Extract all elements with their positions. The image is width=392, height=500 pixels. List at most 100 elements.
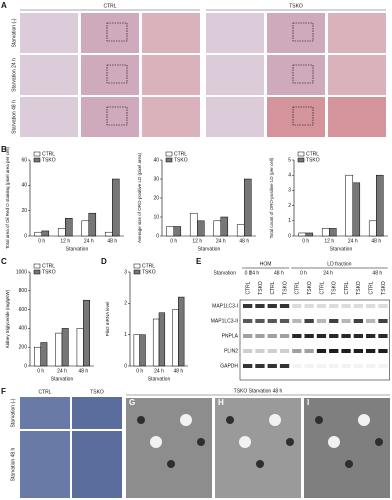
legend-label: CTRL	[306, 151, 319, 157]
blot-band	[304, 349, 314, 353]
blot-band	[255, 334, 265, 338]
bar	[112, 178, 120, 237]
y-tick-label: 5	[288, 157, 291, 163]
bar	[345, 174, 354, 237]
bar	[104, 231, 113, 237]
blot-band	[292, 304, 302, 308]
y-tick-label: 0	[288, 233, 291, 239]
blot-band	[279, 334, 290, 338]
blot-band	[279, 319, 290, 323]
blot-band	[341, 349, 351, 353]
panel-label: B	[1, 145, 7, 154]
blot-band	[329, 349, 339, 353]
x-axis-label: Starvation	[330, 246, 353, 252]
em-droplet	[358, 414, 370, 426]
bar	[376, 174, 384, 237]
x-tick-label: 24 h	[348, 238, 358, 244]
blot-band	[267, 334, 277, 338]
y-tick-label: 1000	[16, 269, 27, 275]
blot-band	[316, 319, 327, 323]
legend-label: CTRL	[42, 263, 55, 269]
lane-label: TSKO	[381, 281, 387, 295]
bar	[152, 318, 160, 367]
group-header: TSKO	[289, 3, 303, 9]
x-tick-label: 12 h	[324, 238, 334, 244]
legend-swatch	[33, 157, 41, 163]
blot-band	[329, 334, 339, 338]
blot-band	[304, 319, 314, 323]
legend-label: TSKO	[42, 269, 56, 275]
blot-band	[279, 364, 290, 368]
lane-label: TSKO	[282, 281, 288, 295]
em-droplet	[150, 436, 162, 448]
em-droplet	[226, 416, 234, 424]
bar	[57, 228, 66, 237]
em-image	[215, 398, 301, 498]
micrograph	[20, 431, 70, 498]
blot-band	[353, 304, 363, 308]
bar	[305, 232, 314, 237]
protein-label: MAP1LC3-II	[211, 318, 238, 324]
blot-band	[378, 349, 388, 353]
legend-swatch	[33, 263, 41, 269]
micrograph	[142, 13, 200, 53]
y-tick-label: 0	[24, 233, 27, 239]
micrograph	[142, 97, 200, 137]
blot-band	[292, 349, 302, 353]
y-axis-label: Average size of ORO-positive LD (pixel a…	[137, 153, 142, 243]
bar	[244, 178, 252, 237]
time-label: 24 h	[323, 270, 333, 276]
micrograph	[20, 97, 78, 137]
blot-band	[366, 319, 376, 323]
panel-label: I	[307, 398, 309, 407]
lane-label: CTRL	[245, 281, 251, 294]
x-tick-label: 24 h	[216, 238, 226, 244]
x-tick-label: 48 h	[239, 238, 249, 244]
lane-label: CTRL	[344, 281, 350, 294]
blot-band	[366, 334, 376, 338]
blot-band	[243, 364, 253, 368]
micrograph	[328, 97, 386, 137]
legend-label: CTRL	[42, 151, 55, 157]
bar	[41, 230, 50, 237]
legend-swatch	[133, 269, 141, 275]
y-tick-label: 0	[124, 363, 127, 369]
bar	[34, 231, 43, 237]
x-tick-label: 24 h	[84, 238, 94, 244]
y-tick-label: 1	[124, 332, 127, 338]
time-label: 48 h	[274, 270, 284, 276]
y-axis-label: Total count of ORO-positive LD (per cell…	[269, 157, 274, 238]
x-axis-label: Starvation	[51, 376, 74, 382]
blot-frame	[239, 299, 390, 381]
blot-band	[304, 304, 314, 308]
protein-label: MAP1LC3-I	[212, 303, 238, 309]
row-label: Starvation (-)	[11, 18, 17, 47]
micrograph	[81, 13, 139, 53]
bar	[55, 332, 63, 367]
blot-band	[279, 349, 290, 353]
blot-band	[292, 334, 302, 338]
row-label: Starvation 24 h	[11, 58, 17, 92]
row-label: Starvation (-)	[10, 398, 16, 427]
em-droplet	[315, 416, 323, 424]
blot-band	[353, 319, 363, 323]
y-tick-label: 200	[19, 345, 28, 351]
y-tick-label: 3	[288, 188, 291, 194]
y-tick-label: 3	[124, 269, 127, 275]
bar	[213, 220, 221, 237]
em-droplet	[269, 414, 281, 426]
micrograph	[20, 13, 78, 53]
blot-band	[243, 349, 253, 353]
x-tick-label: 48 h	[371, 238, 381, 244]
zoom-box	[106, 22, 128, 42]
blot-band	[255, 349, 265, 353]
panel-label: H	[218, 398, 224, 407]
bar	[65, 218, 73, 237]
micrograph	[72, 397, 122, 429]
legend-swatch	[297, 151, 305, 157]
x-axis-label: Starvation	[148, 376, 171, 382]
blot-band	[292, 319, 302, 323]
time-label: 0 h	[245, 270, 252, 276]
x-tick-label: 0 h	[38, 238, 45, 244]
y-tick-label: 0	[156, 233, 159, 239]
